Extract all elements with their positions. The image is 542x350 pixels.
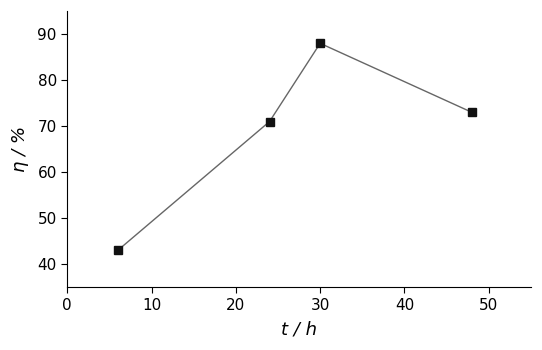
X-axis label: t / h: t / h xyxy=(281,321,317,339)
Y-axis label: η / %: η / % xyxy=(11,126,29,172)
